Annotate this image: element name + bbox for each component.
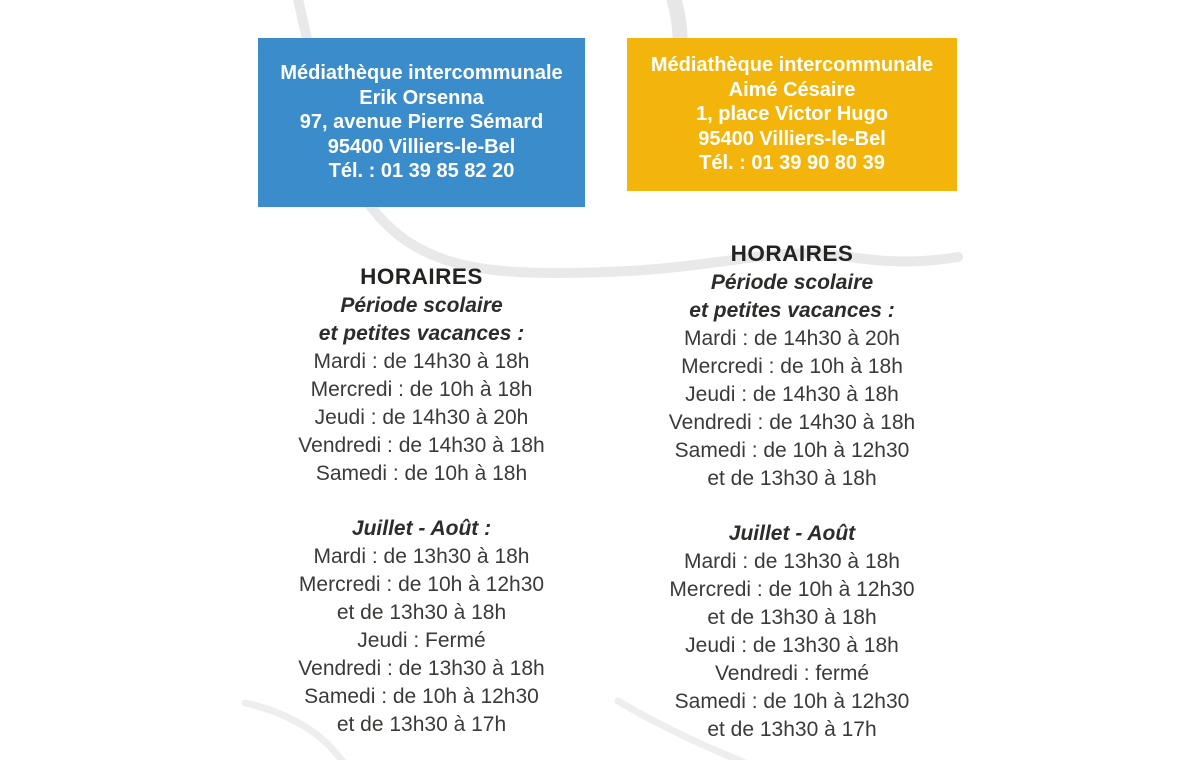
- schedule-line: Vendredi : de 13h30 à 18h: [298, 657, 545, 680]
- schedule-line: et de 13h30 à 17h: [336, 713, 507, 736]
- schedule-line: Samedi : de 10h à 12h30: [674, 690, 910, 713]
- schedule-title: HORAIRES: [360, 264, 483, 289]
- library-card-line: 97, avenue Pierre Sémard: [299, 111, 544, 134]
- schedule-line: et de 13h30 à 18h: [336, 601, 507, 624]
- schedule-line: et de 13h30 à 17h: [707, 718, 877, 741]
- schedule-line: Vendredi : de 14h30 à 18h: [298, 434, 545, 457]
- schedule-line: Vendredi : fermé: [714, 662, 870, 685]
- schedule-title: HORAIRES: [730, 241, 854, 266]
- schedule-line: et de 13h30 à 18h: [707, 606, 877, 629]
- library-card-line: 95400 Villiers-le-Bel: [327, 135, 516, 158]
- library-card-line: 95400 Villiers-le-Bel: [698, 127, 886, 150]
- schedule-line: Jeudi : de 14h30 à 18h: [685, 383, 899, 406]
- library-card-line: Médiathèque intercommunale: [280, 62, 563, 85]
- schedule-period-label: Période scolaire: [710, 271, 874, 294]
- schedule-aime-cesaire: HORAIRES Période scolaire et petites vac…: [627, 239, 957, 744]
- schedule-line: Samedi : de 10h à 18h: [315, 462, 528, 485]
- schedule-line: Mercredi : de 10h à 12h30: [298, 573, 545, 596]
- schedule-line: Jeudi : de 14h30 à 20h: [314, 406, 529, 429]
- schedule-period-label: Juillet - Août: [728, 522, 856, 545]
- library-card-erik-orsenna: Médiathèque intercommunale Erik Orsenna …: [258, 38, 585, 207]
- schedule-line: Jeudi : Fermé: [357, 629, 486, 652]
- schedule-line: Vendredi : de 14h30 à 18h: [668, 411, 916, 434]
- library-card-line: Tél. : 01 39 85 82 20: [328, 160, 515, 183]
- schedule-line: Mardi : de 14h30 à 20h: [684, 327, 900, 350]
- library-card-line: Médiathèque intercommunale: [650, 54, 934, 77]
- schedule-line: Mercredi : de 10h à 18h: [681, 355, 903, 378]
- schedule-period-label: Période scolaire: [340, 294, 503, 317]
- schedule-period-label: Juillet - Août :: [351, 517, 492, 540]
- library-card-line: Tél. : 01 39 90 80 39: [699, 152, 885, 175]
- schedule-period-label: et petites vacances :: [318, 322, 525, 345]
- schedule-period-label: et petites vacances :: [689, 299, 895, 322]
- schedule-line: Jeudi : de 13h30 à 18h: [685, 634, 899, 657]
- schedule-line: Mercredi : de 10h à 12h30: [669, 578, 915, 601]
- schedule-erik-orsenna: HORAIRES Période scolaire et petites vac…: [258, 262, 585, 739]
- schedule-line: Samedi : de 10h à 12h30: [304, 685, 539, 708]
- schedule-line: Mardi : de 13h30 à 18h: [313, 545, 530, 568]
- library-card-aime-cesaire: Médiathèque intercommunale Aimé Césaire …: [627, 38, 957, 191]
- schedule-line: et de 13h30 à 18h: [707, 467, 877, 490]
- schedule-line: Mardi : de 13h30 à 18h: [684, 550, 900, 573]
- schedule-line: Samedi : de 10h à 12h30: [674, 439, 910, 462]
- schedule-line: Mercredi : de 10h à 18h: [310, 378, 533, 401]
- library-card-line: 1, place Victor Hugo: [696, 103, 888, 126]
- schedule-line: Mardi : de 14h30 à 18h: [313, 350, 530, 373]
- library-card-line: Aimé Césaire: [728, 78, 856, 101]
- library-card-line: Erik Orsenna: [359, 86, 484, 109]
